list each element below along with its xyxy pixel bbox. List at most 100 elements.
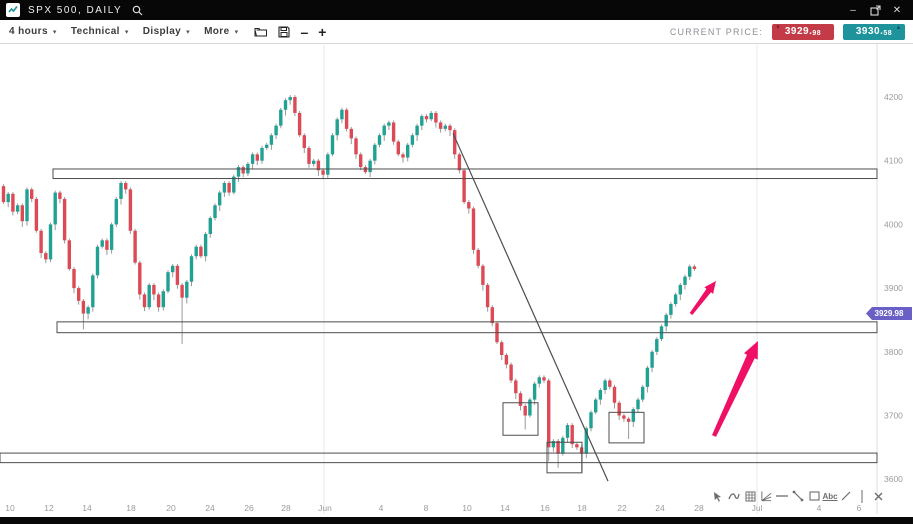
candle-body xyxy=(636,399,640,410)
trendline-tool-icon[interactable] xyxy=(792,489,804,503)
date-tick-label: 20 xyxy=(166,503,176,513)
date-tick-label: 8 xyxy=(424,503,429,513)
search-icon[interactable] xyxy=(132,5,143,16)
sell-price-int: 3929. xyxy=(784,26,813,37)
candle-body xyxy=(547,380,551,448)
candle-body xyxy=(589,412,593,429)
rect-tool-icon[interactable] xyxy=(808,489,820,503)
trend-line[interactable] xyxy=(452,133,609,482)
buy-price-badge[interactable]: 3930. 58 ▲ xyxy=(843,23,905,40)
up-arrow-annotation[interactable] xyxy=(712,341,758,437)
candle-body xyxy=(156,294,161,308)
drawing-toolbar: Abc xyxy=(712,488,884,504)
candle-body xyxy=(199,246,203,257)
candlestick-chart[interactable]: 4200 4100 4000 3900 3800 3700 3600 10 12 14 18 20 24… xyxy=(0,44,913,517)
more-dropdown[interactable]: More ▾ xyxy=(204,26,238,37)
candle-body xyxy=(269,135,274,145)
hline-tool-icon[interactable] xyxy=(776,489,788,503)
candle-body xyxy=(504,354,509,365)
minimize-button[interactable]: – xyxy=(850,4,856,16)
candle-body xyxy=(688,266,692,277)
candle-body xyxy=(185,281,189,298)
annotation-box[interactable] xyxy=(546,441,583,474)
candle-body xyxy=(39,230,43,254)
technical-dropdown[interactable]: Technical ▾ xyxy=(71,26,129,37)
chart-canvas[interactable]: 4200 4100 4000 3900 3800 3700 3600 10 12 14 18 20 24… xyxy=(0,44,913,517)
candle-body xyxy=(316,160,321,171)
candle-body xyxy=(100,240,104,247)
candle-body xyxy=(175,265,180,285)
display-dropdown[interactable]: Display ▾ xyxy=(143,26,190,37)
candle-body xyxy=(161,291,165,308)
candle-body xyxy=(467,202,471,209)
candle-body xyxy=(387,122,391,126)
annotation-box[interactable] xyxy=(608,411,645,444)
candle-body xyxy=(128,189,133,231)
toolbar-divider xyxy=(856,489,868,503)
candle-body xyxy=(603,380,607,391)
candle-body xyxy=(438,122,443,129)
candle-body xyxy=(448,125,452,131)
text-tool-icon[interactable]: Abc xyxy=(822,491,838,501)
date-tick-label: 16 xyxy=(540,503,550,513)
app-logo-icon xyxy=(6,3,20,17)
candle-body xyxy=(124,182,128,190)
candle-body xyxy=(236,167,241,177)
candle-body xyxy=(537,377,541,384)
zone-rect[interactable] xyxy=(52,168,878,180)
tick-up-icon: ▲ xyxy=(895,24,902,31)
candle-body xyxy=(326,154,330,175)
candle-body xyxy=(608,380,612,387)
candle-body xyxy=(518,393,523,406)
date-tick-label: Jul xyxy=(752,503,763,513)
candle-body xyxy=(180,284,184,298)
candle-body xyxy=(382,125,386,136)
candle-body xyxy=(250,154,255,164)
candle-body xyxy=(453,130,457,155)
candle-body xyxy=(166,272,170,292)
date-tick-label: 28 xyxy=(694,503,704,513)
candle-body xyxy=(255,154,259,161)
date-tick-label: 10 xyxy=(462,503,472,513)
open-folder-icon[interactable] xyxy=(254,26,268,37)
close-button[interactable]: ✕ xyxy=(892,4,902,16)
candle-body xyxy=(1,186,6,203)
curve-tool-icon[interactable] xyxy=(728,489,740,503)
candle-body xyxy=(678,284,682,295)
candle-body xyxy=(673,294,678,305)
restore-button[interactable] xyxy=(867,3,883,17)
candle-body xyxy=(321,170,325,175)
candle-body xyxy=(62,198,67,241)
price-tick-label: 4200 xyxy=(884,92,903,102)
save-icon[interactable] xyxy=(278,25,291,38)
candle-body xyxy=(194,246,198,257)
zone-rect[interactable] xyxy=(56,321,878,334)
timeframe-dropdown[interactable]: 4 hours ▾ xyxy=(9,26,57,37)
candle-body xyxy=(260,147,264,161)
grid-tool-icon[interactable] xyxy=(744,489,756,503)
bottom-bar xyxy=(0,517,913,524)
zone-rect[interactable] xyxy=(0,452,878,464)
up-arrow-annotation[interactable] xyxy=(689,281,716,315)
candle-body xyxy=(373,144,377,161)
candle-body xyxy=(274,125,278,136)
chevron-down-icon: ▾ xyxy=(52,28,57,36)
candle-body xyxy=(368,160,372,173)
annotation-box[interactable] xyxy=(502,402,539,436)
candle-body xyxy=(561,437,565,454)
candle-body xyxy=(683,276,687,285)
fan-tool-icon[interactable] xyxy=(760,489,772,503)
date-tick-label: 18 xyxy=(577,503,587,513)
candle-body xyxy=(415,125,419,136)
diagonal-tool-icon[interactable] xyxy=(840,489,852,503)
cursor-tool-icon[interactable] xyxy=(712,489,724,503)
zoom-out-icon[interactable]: – xyxy=(300,23,309,40)
candle-body xyxy=(626,418,631,422)
zoom-in-icon[interactable]: + xyxy=(318,23,327,40)
date-tick-label: Jun xyxy=(318,503,332,513)
candle-body xyxy=(6,193,10,203)
sell-price-badge[interactable]: ▼ 3929. 98 xyxy=(772,23,834,40)
date-tick-label: 4 xyxy=(379,503,384,513)
close-tool-icon[interactable] xyxy=(872,489,884,503)
candle-body xyxy=(227,182,231,193)
